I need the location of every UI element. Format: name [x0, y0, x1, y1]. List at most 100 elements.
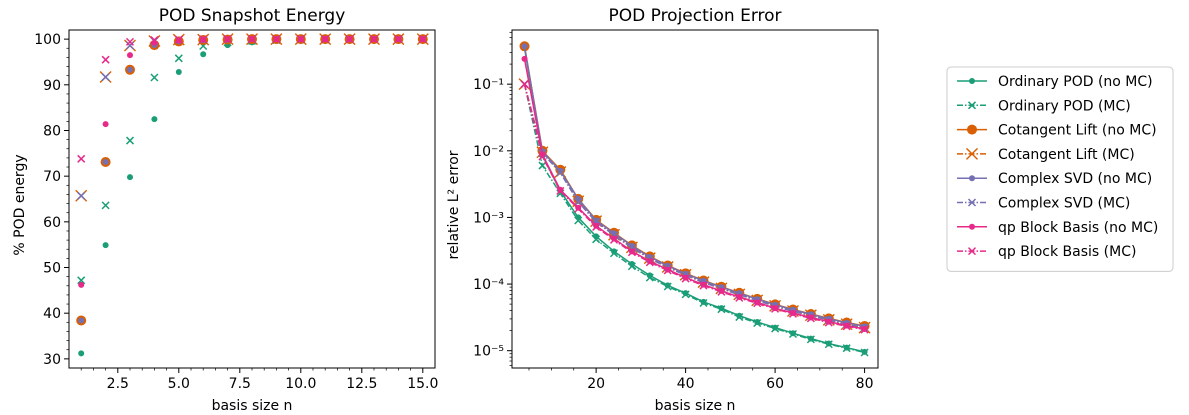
- energy-plot-area: 30 40 50 60 70 80 90 100 2.5 5.0 7.5 10.0 12.5 15.0: [34, 29, 438, 392]
- error-y-tick-label: 10⁻²: [473, 144, 504, 160]
- error-point: [788, 329, 798, 339]
- energy-point: [125, 136, 135, 145]
- energy-point: [101, 55, 110, 64]
- energy-x-tick-label: 12.5: [346, 376, 377, 392]
- legend-entry-complex-svd-no-mc: Complex SVD (no MC): [957, 171, 1152, 187]
- error-series-cotangent-lift-no-mc: [519, 41, 870, 331]
- energy-point: [247, 35, 257, 44]
- legend-marker: [969, 223, 975, 230]
- energy-point: [151, 116, 158, 123]
- error-point: [735, 293, 744, 302]
- energy-point: [199, 35, 208, 44]
- error-x-tick-label: 20: [587, 376, 605, 392]
- error-point: [645, 273, 654, 282]
- energy-point: [150, 73, 159, 82]
- error-chart-title: POD Projection Error: [608, 6, 781, 26]
- energy-y-tick-label: 50: [43, 261, 61, 277]
- legend-entry-cotangent-lift-mc: Cotangent Lift (MC): [957, 147, 1135, 163]
- error-point: [860, 325, 869, 334]
- error-point: [824, 318, 833, 327]
- error-point: [753, 319, 762, 328]
- error-point: [521, 43, 528, 50]
- error-point: [681, 274, 690, 283]
- error-point: [735, 313, 744, 322]
- error-y-tick-label: 10⁻⁵: [473, 344, 504, 360]
- plot-frame: [511, 29, 879, 369]
- error-point: [592, 235, 601, 244]
- error-x-tick-label: 60: [766, 376, 784, 392]
- legend-marker: [966, 147, 978, 160]
- legend-label: Complex SVD (MC): [998, 196, 1130, 212]
- error-y-axis-label: relative L² error: [446, 150, 462, 259]
- error-point: [538, 152, 547, 161]
- error-point: [520, 80, 529, 89]
- error-point: [788, 309, 798, 318]
- energy-point: [127, 52, 133, 59]
- energy-point: [345, 35, 354, 44]
- error-point: [627, 262, 636, 271]
- error-series-line: [523, 46, 865, 327]
- error-point: [753, 299, 762, 308]
- legend-marker: [967, 247, 977, 256]
- energy-x-tick-label: 2.5: [107, 376, 129, 392]
- energy-point: [418, 35, 427, 44]
- legend-marker: [967, 101, 977, 110]
- error-panel: POD Projection Error 10⁻⁵10⁻⁴10⁻³10⁻²10⁻…: [446, 6, 879, 414]
- energy-point: [321, 35, 330, 44]
- energy-y-tick-label: 40: [43, 306, 61, 322]
- error-point: [860, 348, 869, 357]
- energy-point: [175, 69, 182, 76]
- energy-y-tick-label: 100: [34, 32, 61, 48]
- error-series-line: [523, 46, 865, 328]
- legend-marker: [969, 175, 975, 182]
- error-point: [592, 222, 601, 231]
- energy-y-tick-label: 90: [43, 78, 61, 94]
- legend: Ordinary POD (no MC) Ordinary POD (MC) Cot…: [946, 66, 1174, 272]
- energy-y-tick-label: 60: [43, 215, 61, 231]
- error-point: [771, 324, 780, 333]
- legend-marker: [967, 124, 977, 135]
- error-series-line: [523, 47, 865, 353]
- legend-label: Complex SVD (no MC): [998, 171, 1152, 187]
- error-point: [556, 168, 565, 177]
- legend-marker: [969, 78, 975, 84]
- error-series-ordinary-pod-mc: [520, 80, 869, 357]
- legend-box: [946, 66, 1174, 272]
- error-point: [824, 340, 833, 349]
- error-y-tick-label: 10⁻¹: [473, 77, 504, 93]
- energy-point: [101, 73, 110, 82]
- error-point: [645, 258, 654, 267]
- energy-point: [78, 317, 85, 324]
- error-y-tick-label: 10⁻³: [473, 210, 504, 226]
- legend-entry-cotangent-lift-no-mc: Cotangent Lift (no MC): [957, 123, 1157, 139]
- energy-point: [272, 35, 281, 44]
- error-point: [557, 167, 564, 174]
- error-point: [842, 344, 851, 353]
- error-x-tick-label: 40: [677, 376, 695, 392]
- error-point: [556, 186, 565, 195]
- legend-entry-complex-svd-mc: Complex SVD (MC): [957, 196, 1130, 212]
- error-point: [574, 204, 583, 213]
- error-point: [521, 55, 528, 62]
- energy-y-tick-label: 30: [43, 352, 61, 368]
- legend-marker: [967, 198, 977, 207]
- legend-label: Cotangent Lift (MC): [998, 147, 1135, 163]
- error-point: [574, 216, 583, 225]
- error-point: [681, 290, 690, 299]
- error-point: [842, 322, 851, 331]
- error-plot-area: 10⁻⁵ 10⁻⁴ 10⁻³ 10⁻² 10⁻¹ 20 40 60 80: [473, 29, 879, 392]
- legend-label: Ordinary POD (MC): [998, 98, 1131, 114]
- error-point: [627, 248, 636, 257]
- energy-point: [77, 154, 86, 163]
- energy-x-tick-label: 5.0: [168, 376, 190, 392]
- energy-x-tick-label: 7.5: [229, 376, 251, 392]
- energy-y-axis-label: % POD energy: [12, 154, 28, 255]
- error-series-qp-block-basis-mc: [520, 80, 869, 334]
- energy-point: [127, 66, 133, 73]
- error-point: [717, 305, 726, 314]
- legend-entry-ordinary-pod-mc: Ordinary POD (MC): [957, 98, 1131, 114]
- error-series-qp-block-basis-no-mc: [521, 55, 868, 332]
- energy-point: [174, 54, 183, 63]
- energy-x-tick-label: 10.0: [285, 376, 316, 392]
